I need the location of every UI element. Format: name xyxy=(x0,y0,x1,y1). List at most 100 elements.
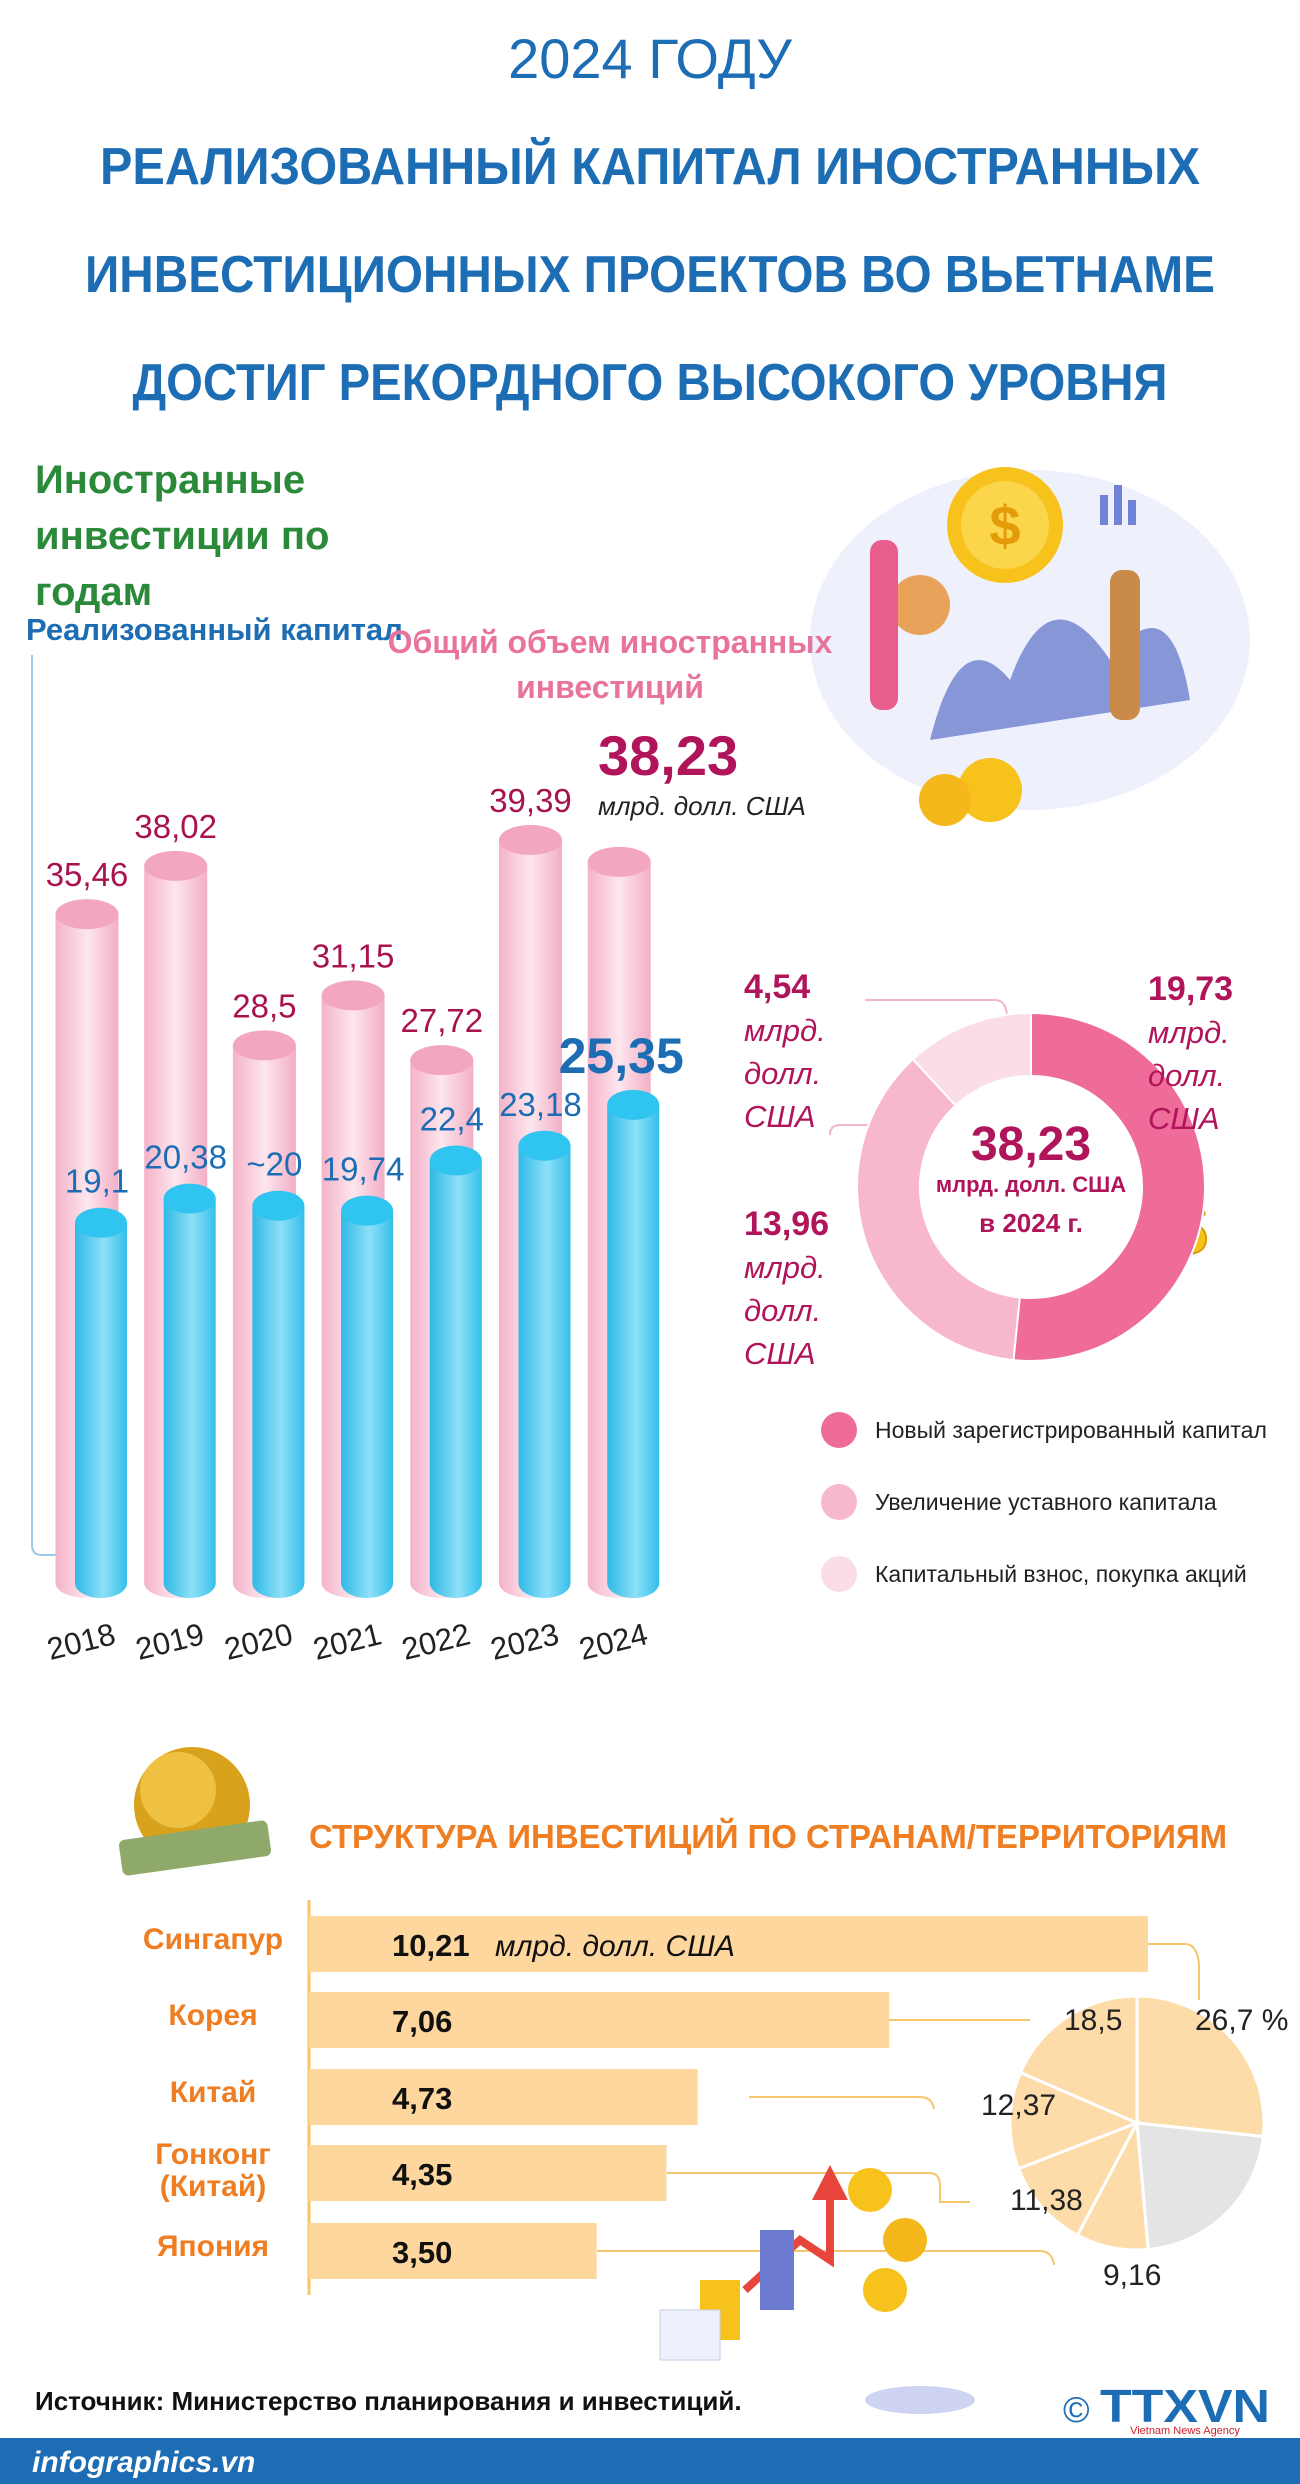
cylinder-top xyxy=(587,846,651,877)
donut-unit: млрд. долл. США xyxy=(744,1250,826,1371)
value-label: 38,02 xyxy=(134,808,217,845)
category-label: Сингапур xyxy=(142,1923,284,1956)
series-name: Реализованный капитал xyxy=(26,612,403,647)
cylinder-bottom xyxy=(75,1568,127,1598)
total-unit: млрд. долл. США xyxy=(598,791,806,821)
chart-title: Иностранные инвестиции по годам xyxy=(35,458,330,614)
cylinder-body xyxy=(341,1210,394,1583)
pie-slice xyxy=(1018,1994,1139,2126)
cylinder-bottom xyxy=(252,1568,305,1598)
value-label: 23,18 xyxy=(499,1086,582,1123)
value-label: 22,4 xyxy=(420,1100,484,1137)
legend-label: Капитальный взнос, покупка акций xyxy=(875,1561,1247,1587)
agency: Vietnam News Agency xyxy=(1130,2425,1240,2437)
legend-swatch xyxy=(821,1556,857,1592)
cylinder-top xyxy=(607,1089,660,1120)
pie-slice xyxy=(1135,1994,1266,2139)
pie-label: 12,37 xyxy=(981,2089,1056,2122)
donut-center-value: 38,23 xyxy=(971,1118,1091,1171)
leader xyxy=(829,1124,875,1136)
value-label: 35,46 xyxy=(46,856,129,893)
cylinder-body xyxy=(429,1160,482,1583)
category-label: Гонконг (Китай) xyxy=(155,2138,271,2203)
donut-value-label: 4,54 xyxy=(744,968,811,1006)
value-label: 4,73 xyxy=(392,2081,452,2116)
unit-label: млрд. долл. США xyxy=(495,1930,735,1963)
cylinder-top xyxy=(232,1030,296,1061)
pie-slice xyxy=(1016,2120,1141,2238)
cylinder-top xyxy=(410,1045,474,1076)
globe-icon xyxy=(119,1747,271,1876)
legend-swatch xyxy=(821,1412,857,1448)
value-label: 3,50 xyxy=(392,2235,452,2270)
cylinder-top xyxy=(321,980,385,1011)
illustration: $ xyxy=(810,467,1250,826)
value-label: 27,72 xyxy=(401,1002,484,1039)
donut-value-label: 13,96 xyxy=(744,1205,830,1243)
legend-label: Новый зарегистрированный капитал xyxy=(875,1417,1267,1443)
bracket xyxy=(31,655,85,1556)
pie-label: 9,16 xyxy=(1103,2259,1161,2292)
cylinder-top xyxy=(499,825,562,855)
value-label: 19,1 xyxy=(65,1163,129,1200)
x-tick-label: 2022 xyxy=(398,1616,473,1667)
category-label: Япония xyxy=(156,2230,270,2263)
pie-label: 18,5 xyxy=(1064,2004,1122,2037)
cylinder-body xyxy=(75,1222,127,1583)
category-label: Корея xyxy=(168,1999,258,2032)
donut-slice xyxy=(856,1057,1021,1362)
value-label: 20,38 xyxy=(144,1139,227,1176)
value-label: 25,35 xyxy=(559,1028,684,1084)
bar xyxy=(309,1916,1148,1972)
source: Источник: Министерство планирования и ин… xyxy=(35,2386,742,2416)
legend-label: Увеличение уставного капитала xyxy=(875,1489,1217,1515)
cylinder-top xyxy=(429,1145,482,1176)
leader xyxy=(667,2172,970,2203)
value-label: 28,5 xyxy=(232,987,296,1024)
value-label: 4,35 xyxy=(392,2157,452,2192)
pie-label: 11,38 xyxy=(1010,2184,1083,2217)
legend-swatch xyxy=(821,1484,857,1520)
title-line: ДОСТИГ РЕКОРДНОГО ВЫСОКОГО УРОВНЯ xyxy=(133,354,1168,412)
value-label: 10,21 xyxy=(392,1928,470,1963)
cylinder-top xyxy=(163,1183,216,1214)
illustration xyxy=(659,2165,975,2414)
x-tick-label: 2024 xyxy=(576,1616,651,1667)
bar xyxy=(309,2145,667,2201)
bar xyxy=(309,2223,597,2279)
title-line: ИНВЕСТИЦИОННЫХ ПРОЕКТОВ ВО ВЬЕТНАМЕ xyxy=(85,246,1215,304)
pie-slice xyxy=(1008,2070,1141,2171)
cylinder-body xyxy=(518,1145,571,1583)
leader xyxy=(597,2250,1055,2266)
cylinder-bottom xyxy=(429,1568,482,1598)
category-label: Китай xyxy=(169,2076,257,2109)
bar xyxy=(309,2069,698,2125)
cylinder-bottom xyxy=(163,1568,216,1598)
x-tick-label: 2018 xyxy=(43,1616,118,1667)
donut-value-label: 19,73 xyxy=(1148,970,1234,1008)
cylinder-top xyxy=(518,1130,571,1161)
value-label: 7,06 xyxy=(392,2004,452,2039)
leader xyxy=(865,999,1008,1015)
pie-slice xyxy=(1135,2121,1265,2252)
donut-unit: млрд. долл. США xyxy=(744,1013,826,1134)
leader xyxy=(749,2096,935,2110)
leader xyxy=(1148,1943,1200,2000)
site: infographics.vn xyxy=(32,2446,255,2479)
chart-title: СТРУКТУРА ИНВЕСТИЦИЙ ПО СТРАНАМ/ТЕРРИТОР… xyxy=(309,1817,1227,1855)
x-tick-label: 2019 xyxy=(132,1616,207,1667)
svg-text:$: $ xyxy=(989,494,1020,557)
cylinder-top xyxy=(55,899,119,930)
cylinder-body xyxy=(252,1205,305,1583)
cylinder-body xyxy=(163,1198,216,1583)
title-line: РЕАЛИЗОВАННЫЙ КАПИТАЛ ИНОСТРАННЫХ xyxy=(100,137,1200,196)
donut-unit: млрд. долл. США xyxy=(1148,1015,1230,1136)
donut-slice xyxy=(911,1011,1032,1107)
donut-center-unit: млрд. долл. США xyxy=(936,1172,1126,1197)
pie-label: 26,7 % xyxy=(1195,2004,1288,2037)
cylinder-body xyxy=(607,1104,660,1583)
footer-bar xyxy=(0,2438,1300,2484)
donut-slice xyxy=(1012,1011,1207,1362)
value-label: 31,15 xyxy=(312,937,395,974)
